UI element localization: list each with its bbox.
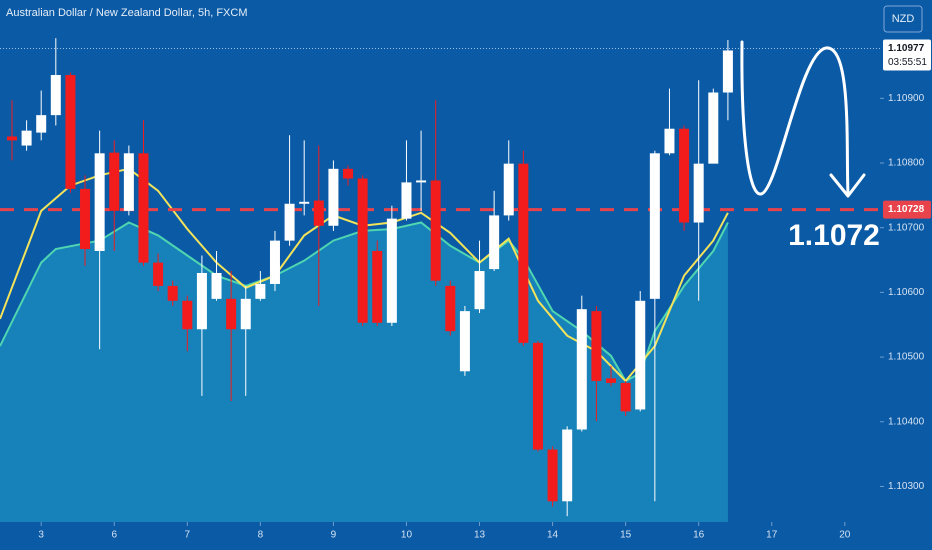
candle-body (401, 182, 412, 219)
annotation: 1.1072 (788, 219, 880, 252)
candle-body (459, 311, 470, 372)
candle-body (547, 449, 558, 502)
currency-box[interactable] (883, 5, 923, 33)
last-price-box (883, 39, 931, 71)
candle-body (21, 130, 32, 146)
x-tick-label: 3 (38, 530, 44, 541)
candle-body (576, 309, 587, 430)
candle-body (693, 163, 704, 223)
y-tick-label: 1.10600 (888, 287, 925, 298)
drawn-arrow (740, 40, 850, 196)
overlay-area (0, 222, 728, 522)
x-tick-label: 6 (111, 530, 117, 541)
currency-label[interactable]: NZD (892, 13, 915, 25)
x-tick-label: 9 (331, 530, 337, 541)
candle-body (36, 115, 47, 133)
candle-body (722, 50, 733, 93)
candle-body (386, 218, 397, 323)
chart-title: Australian Dollar / New Zealand Dollar, … (6, 7, 247, 19)
x-tick-label: 10 (401, 530, 413, 541)
candle-body (357, 178, 368, 323)
candle-body (343, 168, 354, 179)
candle-body (50, 75, 61, 116)
candle-body (313, 200, 324, 226)
candle-body (109, 152, 120, 211)
y-tick-label: 1.10300 (888, 481, 925, 492)
candle-body (284, 203, 295, 241)
x-tick-label: 16 (693, 530, 705, 541)
x-tick-label: 8 (258, 530, 264, 541)
axis-layer: 1.10300 1.10400 1.10500 1.10600 1.10700 1.108… (38, 39, 931, 541)
candle-body (562, 429, 573, 502)
candle-body (226, 298, 237, 330)
candle-body (474, 271, 485, 310)
candle-body (649, 153, 660, 299)
candle-body (153, 262, 164, 286)
candle-body (664, 128, 675, 154)
candle-body (65, 75, 76, 189)
candle-body (80, 188, 91, 250)
countdown-label: 03:55:51 (888, 57, 927, 68)
candle-body (299, 201, 310, 204)
x-tick-label: 14 (547, 530, 559, 541)
y-tick-label: 1.10400 (888, 416, 925, 427)
candle-body (167, 285, 178, 301)
candle-body (211, 272, 222, 299)
y-tick-label: 1.10900 (888, 93, 925, 104)
x-tick-label: 20 (839, 530, 851, 541)
candle-body (518, 163, 529, 343)
y-tick-label: 1.10800 (888, 158, 925, 169)
level-label: 1.10728 (888, 204, 925, 215)
x-tick-label: 17 (766, 530, 778, 541)
candle-body (489, 215, 500, 270)
candle-body (328, 168, 339, 226)
y-tick-label: 1.10700 (888, 222, 925, 233)
candle-body (138, 153, 149, 263)
candle-body (503, 163, 514, 216)
candle-body (255, 283, 266, 299)
arrow-head (829, 173, 866, 198)
candle-body (196, 272, 207, 330)
candle-body (123, 153, 134, 211)
x-tick-label: 13 (474, 530, 486, 541)
candle-body (6, 136, 17, 141)
x-tick-label: 7 (185, 530, 191, 541)
last-price-label: 1.10977 (888, 43, 925, 54)
candle-body (269, 240, 280, 284)
candle-body (430, 180, 441, 281)
candle-body (635, 300, 646, 410)
candle-body (416, 180, 427, 183)
candle-body (708, 92, 719, 164)
candle-body (445, 285, 456, 332)
x-tick-label: 15 (620, 530, 632, 541)
candle-body (606, 378, 617, 383)
candle-body (240, 298, 251, 330)
candle-body (182, 300, 193, 330)
candle-body (620, 382, 631, 412)
candle-body (591, 311, 602, 381)
level-box (883, 200, 931, 219)
candle-body (372, 250, 383, 323)
candle-body (94, 153, 105, 251)
candle-body (679, 128, 690, 223)
candle-body (532, 342, 543, 450)
y-tick-label: 1.10500 (888, 352, 925, 363)
candle-layer (6, 38, 733, 517)
